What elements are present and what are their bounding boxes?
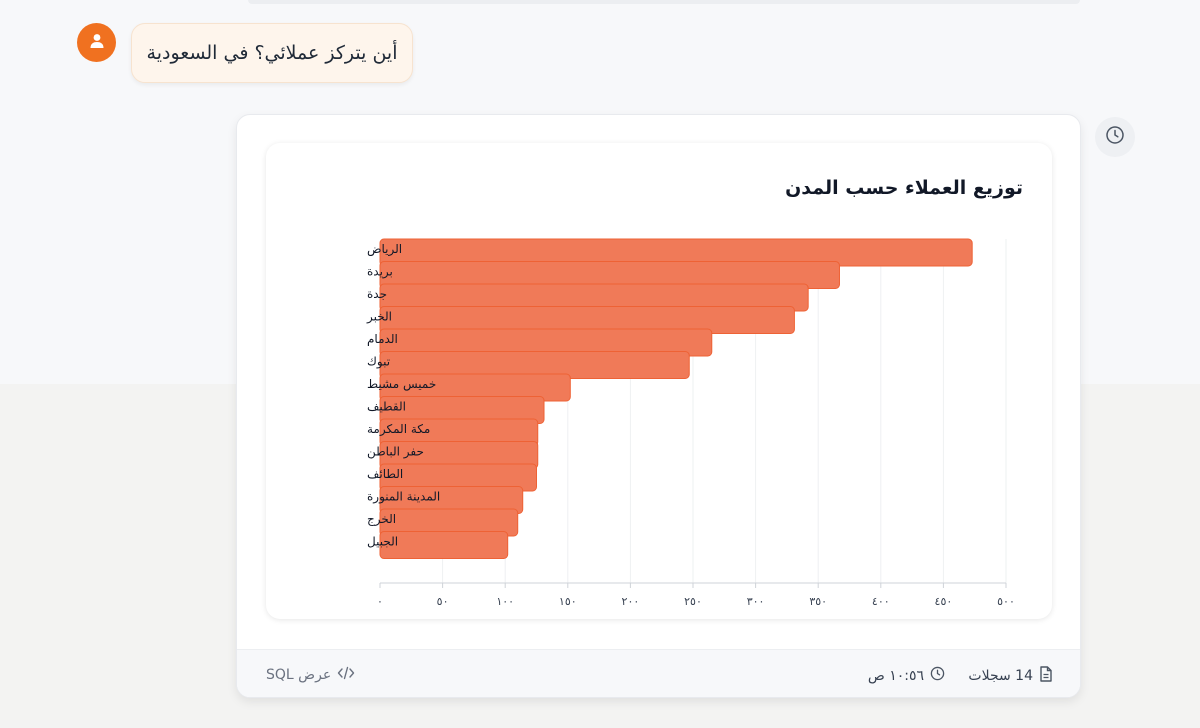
clock-icon bbox=[930, 666, 945, 685]
document-icon bbox=[1039, 666, 1053, 686]
time-label: ١٠:٥٦ ص bbox=[867, 667, 924, 684]
chart-title: توزيع العملاء حسب المدن bbox=[785, 177, 1023, 199]
previous-message-edge bbox=[248, 0, 1080, 4]
category-label: الدمام bbox=[367, 332, 398, 346]
category-label: مكة المكرمة bbox=[367, 422, 430, 437]
code-icon bbox=[337, 666, 355, 684]
category-label: بريدة bbox=[367, 265, 393, 280]
category-label: الخبر bbox=[366, 310, 392, 325]
x-tick-label: ٣٠٠ bbox=[747, 595, 765, 608]
x-tick-label: ٣٥٠ bbox=[809, 595, 827, 608]
x-tick-label: ٤٠٠ bbox=[872, 595, 890, 608]
user-message-text: أين يتركز عملائي؟ في السعودية bbox=[146, 42, 398, 64]
category-label: حفر الباطن bbox=[367, 445, 424, 460]
category-label: جدة bbox=[367, 287, 387, 301]
clock-icon bbox=[1105, 125, 1125, 149]
x-tick-label: ٥٠ bbox=[437, 595, 449, 608]
sql-label: عرض SQL bbox=[266, 667, 332, 683]
bar-chart: الرياض بريدة جدة الخبر الدمام تبوك خميس مشيط ال… bbox=[366, 238, 1015, 608]
assistant-answer-card: توزيع العملاء حسب المدن الرياض بريدة جدة ال… bbox=[236, 114, 1081, 698]
view-sql-button[interactable]: عرض SQL bbox=[266, 666, 355, 684]
category-label: الطائف bbox=[367, 467, 403, 481]
records-label: 14 سجلات bbox=[968, 668, 1033, 684]
chart-bar bbox=[379, 531, 509, 559]
user-avatar bbox=[77, 23, 116, 62]
chart-card: توزيع العملاء حسب المدن الرياض بريدة جدة ال… bbox=[266, 143, 1052, 619]
category-label: الجبيل bbox=[367, 535, 398, 549]
records-count: 14 سجلات bbox=[968, 666, 1053, 686]
x-tick-label: ١٠٠ bbox=[496, 595, 514, 608]
category-label: الرياض bbox=[367, 242, 402, 257]
user-icon bbox=[88, 32, 106, 54]
history-button[interactable] bbox=[1095, 117, 1135, 157]
category-label: تبوك bbox=[367, 355, 390, 370]
user-message-bubble: أين يتركز عملائي؟ في السعودية bbox=[131, 23, 413, 83]
x-tick-label: ١٥٠ bbox=[559, 595, 577, 608]
category-label: القطيف bbox=[367, 400, 406, 414]
x-tick-label: ٠ bbox=[377, 595, 383, 608]
category-label: خميس مشيط bbox=[367, 377, 436, 392]
x-tick-label: ٢٠٠ bbox=[622, 595, 640, 608]
category-label: الخرج bbox=[367, 512, 396, 527]
x-tick-label: ٤٥٠ bbox=[935, 595, 953, 608]
x-tick-label: ٢٥٠ bbox=[684, 595, 702, 608]
answer-time: ١٠:٥٦ ص bbox=[868, 666, 945, 685]
answer-footer: 14 سجلات ١٠:٥٦ ص عرض SQL bbox=[237, 649, 1080, 697]
category-label: المدينة المنورة bbox=[367, 490, 440, 505]
x-tick-label: ٥٠٠ bbox=[997, 595, 1015, 608]
